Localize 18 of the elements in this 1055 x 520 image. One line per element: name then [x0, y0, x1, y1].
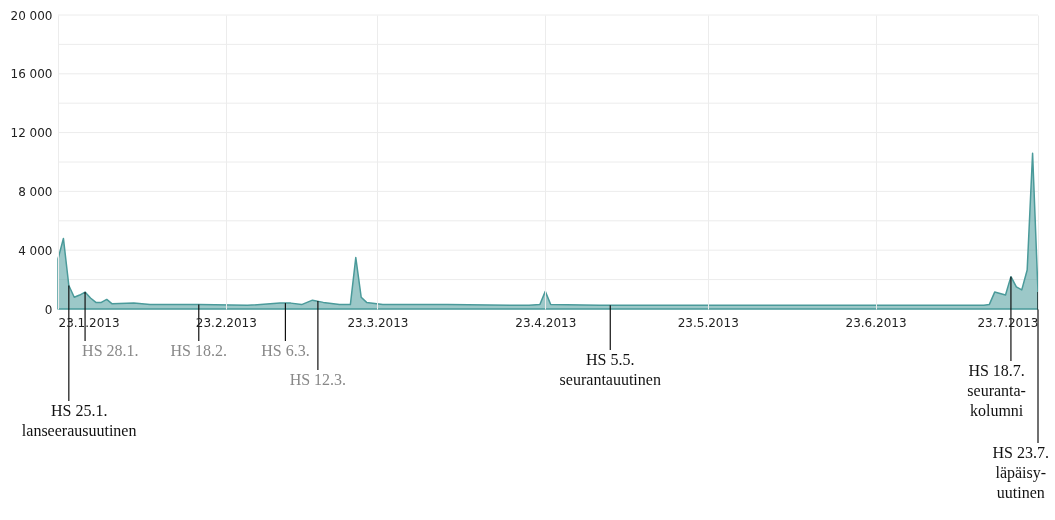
x-tick-label: 23.5.2013 [677, 315, 739, 330]
x-tick-label: 23.6.2013 [845, 315, 907, 330]
annotation: HS 25.1. lanseerausuutinen [21, 402, 137, 439]
annotation: HS 18.7. seuranta- kolumni [967, 362, 1026, 419]
annotation: HS 18.2. [170, 342, 227, 359]
y-tick-label: 4 000 [18, 243, 53, 258]
y-tick-label: 16 000 [10, 67, 53, 82]
x-tick-label: 23.4.2013 [515, 315, 577, 330]
annotation: HS 23.7. läpäisy- uutinen [992, 444, 1049, 501]
y-tick-label: 20 000 [10, 8, 53, 23]
y-tick-label: 12 000 [10, 126, 53, 141]
x-tick-label: 23.3.2013 [347, 315, 409, 330]
annotation: HS 5.5. seurantauutinen [559, 351, 661, 388]
annotation: HS 28.1. [82, 342, 139, 359]
y-tick-label: 8 000 [18, 184, 53, 199]
annotation: HS 6.3. [261, 342, 310, 359]
annotation: HS 12.3. [289, 371, 347, 388]
y-tick-label: 0 [44, 302, 53, 317]
